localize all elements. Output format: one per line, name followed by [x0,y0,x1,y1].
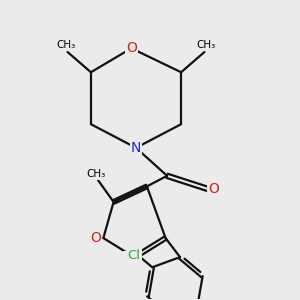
Text: O: O [208,182,219,196]
Text: CH₃: CH₃ [56,40,76,50]
Text: CH₃: CH₃ [196,40,216,50]
Text: N: N [131,141,141,155]
Text: CH₃: CH₃ [87,169,106,179]
Text: Cl: Cl [128,249,140,262]
Text: O: O [90,231,101,245]
Text: O: O [126,41,137,55]
Text: N: N [124,252,135,266]
